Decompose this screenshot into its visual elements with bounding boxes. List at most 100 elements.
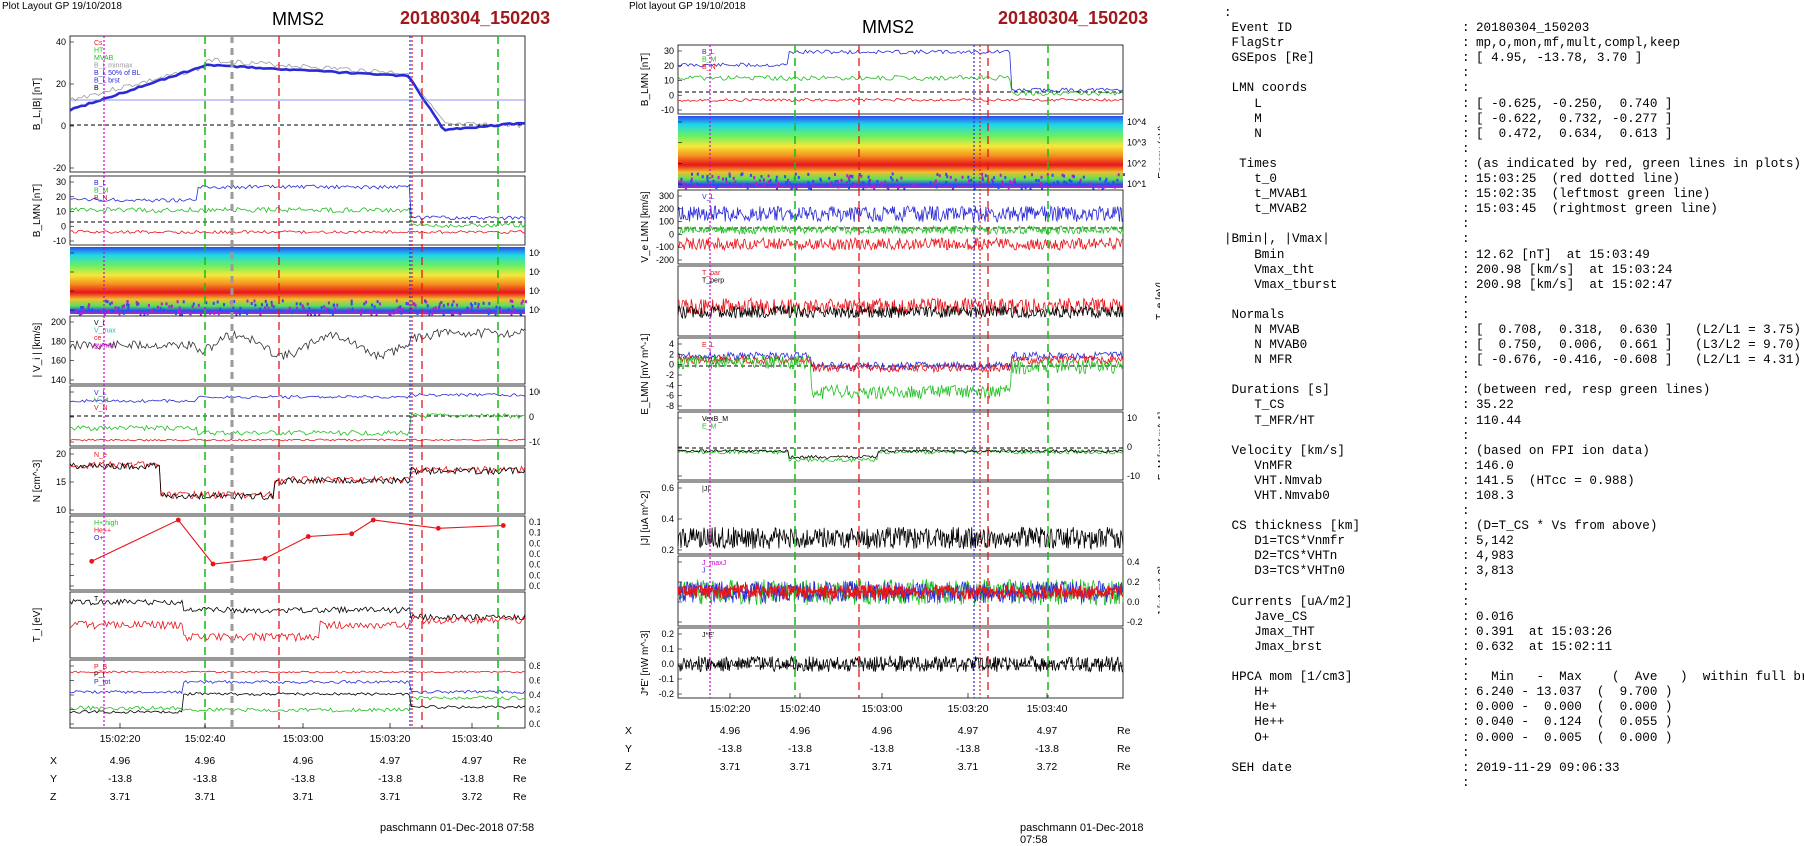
- info-colon: :: [1462, 66, 1470, 81]
- info-colon: :: [1462, 187, 1470, 202]
- spectrogram-speckle: [929, 181, 932, 185]
- position-value: -13.8: [788, 743, 812, 755]
- spectrogram-speckle: [230, 310, 233, 314]
- spectrogram-speckle: [179, 313, 181, 317]
- info-colon: :: [1462, 413, 1470, 428]
- spectrogram-speckle: [498, 306, 501, 310]
- position-value: 3.72: [462, 791, 483, 803]
- spectrogram-speckle: [174, 312, 177, 316]
- spectrogram-speckle: [891, 172, 894, 176]
- spectrogram-speckle: [286, 309, 289, 313]
- info-row: T_CS:35.22: [1224, 398, 1796, 413]
- info-colon: :: [1462, 534, 1470, 549]
- spectrogram-speckle: [1097, 185, 1100, 189]
- spectrogram-speckle: [1045, 184, 1048, 188]
- spectrogram-speckle: [310, 314, 312, 317]
- spectrogram-speckle: [306, 302, 309, 306]
- info-key: D2=TCS*VHTn: [1224, 549, 1338, 564]
- y-tick-label: 0: [1127, 442, 1132, 452]
- spectrogram-speckle: [991, 178, 994, 182]
- spectrogram: [678, 116, 1123, 188]
- spectrogram-speckle: [795, 183, 798, 187]
- spectrogram-speckle: [507, 308, 510, 312]
- info-value: 6.240 - 13.037 ( 9.700 ): [1476, 685, 1673, 700]
- info-row: O+:0.000 - 0.005 ( 0.000 ): [1224, 731, 1796, 746]
- spectrogram-speckle: [876, 180, 879, 183]
- middle-plot-panel: Plot layout GP 19/10/2018 MMS2 20180304_…: [620, 0, 1160, 846]
- spectrogram-speckle: [100, 309, 103, 313]
- spectrogram-speckle: [680, 179, 683, 183]
- info-colon: :: [1462, 111, 1470, 126]
- info-value: mp,o,mon,mf,mult,compl,keep: [1476, 36, 1681, 51]
- info-key: VHT.Nmvab0: [1224, 489, 1330, 503]
- spectrogram-speckle: [1064, 181, 1067, 185]
- spectrogram-speckle: [858, 173, 861, 176]
- spectrogram-speckle: [961, 175, 964, 179]
- spectrogram-speckle: [868, 179, 871, 183]
- spectrogram-speckle: [1051, 173, 1054, 177]
- info-value: 110.44: [1476, 413, 1522, 428]
- series-line: [69, 438, 526, 442]
- spectrogram-speckle: [869, 185, 872, 189]
- legend-entry: HT: [94, 48, 104, 55]
- info-colon: :: [1462, 670, 1470, 685]
- spectrogram-speckle: [350, 302, 353, 306]
- y-tick-label: 0.8: [529, 661, 540, 671]
- y-tick-label: 0: [61, 121, 66, 131]
- info-value: 141.5 (HTcc = 0.988): [1476, 473, 1635, 488]
- info-key: VHT.Nmvab: [1224, 473, 1323, 488]
- spectrogram-speckle: [500, 310, 502, 313]
- spectrogram-speckle: [1082, 175, 1085, 179]
- position-value: 3.71: [195, 791, 216, 803]
- spectrogram-speckle: [182, 300, 185, 304]
- y-tick-label: -10: [1127, 471, 1140, 481]
- spectrogram-speckle: [87, 307, 90, 311]
- spectrogram-speckle: [846, 181, 849, 184]
- series-line: [677, 304, 1124, 320]
- spectrogram-speckle: [1117, 173, 1120, 177]
- y-tick-label: 140: [51, 375, 66, 385]
- spectrogram-speckle: [695, 182, 698, 186]
- spectrogram-speckle: [75, 309, 78, 313]
- y-tick-label: 0.10: [529, 528, 540, 538]
- y-axis-label: |J| [uA m^-2]: [640, 490, 651, 545]
- y-tick-label: 30: [56, 177, 66, 187]
- info-row: Currents [uA/m2]:: [1224, 595, 1796, 610]
- spectrogram-speckle: [127, 306, 130, 310]
- y-tick-label: 10^2: [1127, 158, 1146, 168]
- spectrogram-speckle: [1078, 181, 1081, 184]
- he-plus-plus-point: [262, 556, 268, 561]
- info-value: [ 0.750, 0.006, 0.661 ] (L3/L2 = 9.70): [1476, 338, 1801, 353]
- position-value: 4.96: [720, 725, 741, 737]
- spectrogram-speckle: [746, 183, 748, 186]
- info-row: Event ID:20180304_150203: [1224, 21, 1796, 36]
- spectrogram-speckle: [742, 184, 745, 188]
- spectrogram-speckle: [213, 311, 216, 315]
- position-value: 3.71: [790, 761, 811, 773]
- position-value: -13.8: [870, 743, 894, 755]
- y-tick-label: 0.6: [529, 676, 540, 686]
- spectrogram-speckle: [1089, 182, 1092, 186]
- spectrogram-speckle: [457, 311, 459, 315]
- position-value: 4.96: [790, 725, 811, 737]
- position-unit: Re: [513, 773, 527, 785]
- info-row: VHT.Nmvab:141.5 (HTcc = 0.988): [1224, 474, 1796, 489]
- spectrogram-speckle: [219, 307, 222, 311]
- y-tick-label: -10: [53, 236, 66, 246]
- spectrogram-speckle: [397, 306, 400, 310]
- spectrogram-speckle: [80, 311, 83, 315]
- info-colon: :: [1462, 685, 1470, 700]
- spectrogram-speckle: [350, 299, 353, 303]
- spectrogram-speckle: [156, 305, 159, 309]
- y-tick-label: 10^3: [529, 267, 540, 277]
- info-colon: :: [1462, 443, 1470, 458]
- spectrogram-speckle: [428, 313, 431, 317]
- spectrogram-speckle: [949, 175, 952, 179]
- spectrogram-speckle: [147, 303, 150, 307]
- spectrogram-speckle: [325, 307, 328, 311]
- info-key: N MVAB: [1224, 322, 1300, 337]
- spectrogram-speckle: [762, 178, 765, 182]
- info-colon: :: [1462, 307, 1470, 322]
- spectrogram-speckle: [725, 180, 728, 184]
- info-value: 3,813: [1476, 564, 1514, 579]
